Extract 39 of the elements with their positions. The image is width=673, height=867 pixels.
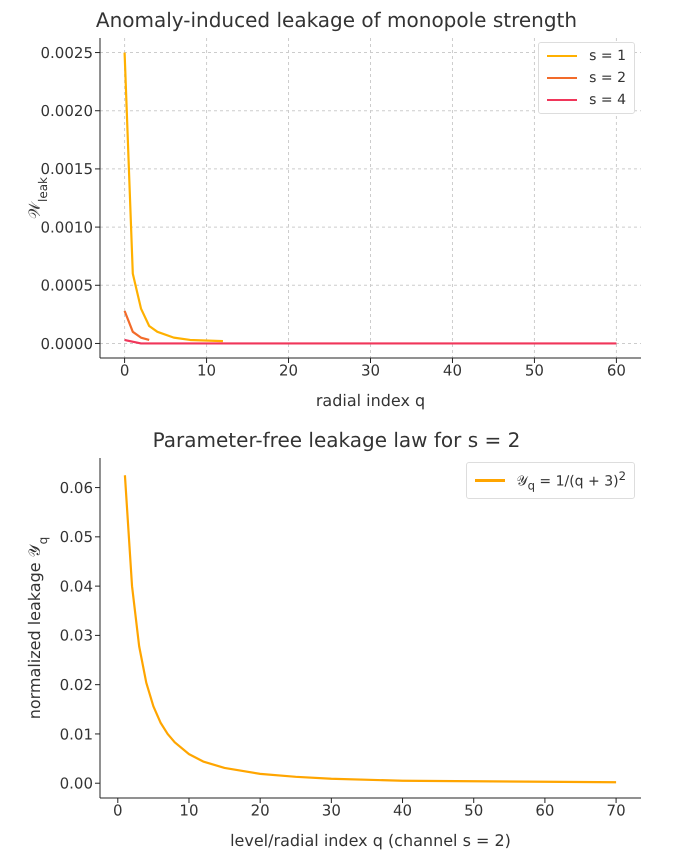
x-tick-label: 30 (322, 802, 341, 820)
legend-label: s = 2 (589, 69, 626, 88)
y-tick-label: 0.0020 (40, 102, 93, 120)
y-tick-label: 0.0000 (40, 334, 93, 353)
y-tick-label: 0.01 (60, 725, 93, 744)
x-tick-label: 0 (120, 362, 130, 380)
x-tick-label: 50 (464, 802, 484, 820)
chart-title: Parameter-free leakage law for s = 2 (152, 428, 522, 454)
x-axis-title: level/radial index q (channel s = 2) (230, 831, 511, 850)
line-series (123, 310, 150, 342)
y-tick-label: 0.00 (60, 774, 93, 793)
line-series (124, 474, 618, 784)
x-axis-title: radial index q (316, 391, 426, 410)
x-tick-label: 60 (535, 802, 554, 820)
x-tick-label: 0 (113, 802, 123, 820)
x-tick-label: 50 (524, 362, 544, 380)
y-tick-label: 0.0015 (40, 160, 93, 178)
x-tick-label: 40 (392, 802, 412, 820)
x-tick-label: 20 (278, 362, 298, 380)
legend-label: s = 4 (589, 91, 626, 110)
legend-label: s = 1 (589, 47, 626, 66)
y-tick-label: 0.03 (60, 626, 93, 645)
y-tick-label: 0.05 (60, 528, 93, 546)
y-tick-label: 0.0010 (40, 218, 93, 236)
x-tick-label: 10 (179, 802, 199, 820)
y-tick-label: 0.0025 (40, 44, 93, 62)
y-tick-label: 0.04 (60, 577, 93, 596)
y-tick-label: 0.0005 (40, 276, 93, 295)
y-tick-label: 0.06 (60, 478, 93, 497)
x-tick-label: 60 (606, 362, 626, 380)
x-tick-label: 30 (360, 362, 380, 380)
legend-label: 𝒴$_{q}$ = 1/(q + 3)$^{2}$ (516, 468, 626, 494)
x-tick-label: 10 (197, 362, 216, 380)
x-tick-label: 20 (250, 802, 270, 820)
line-series (123, 51, 224, 342)
y-tick-label: 0.02 (60, 676, 93, 694)
chart-title: Anomaly-induced leakage of monopole strength (94, 8, 578, 34)
x-tick-label: 40 (442, 362, 462, 380)
x-tick-label: 70 (606, 802, 626, 820)
